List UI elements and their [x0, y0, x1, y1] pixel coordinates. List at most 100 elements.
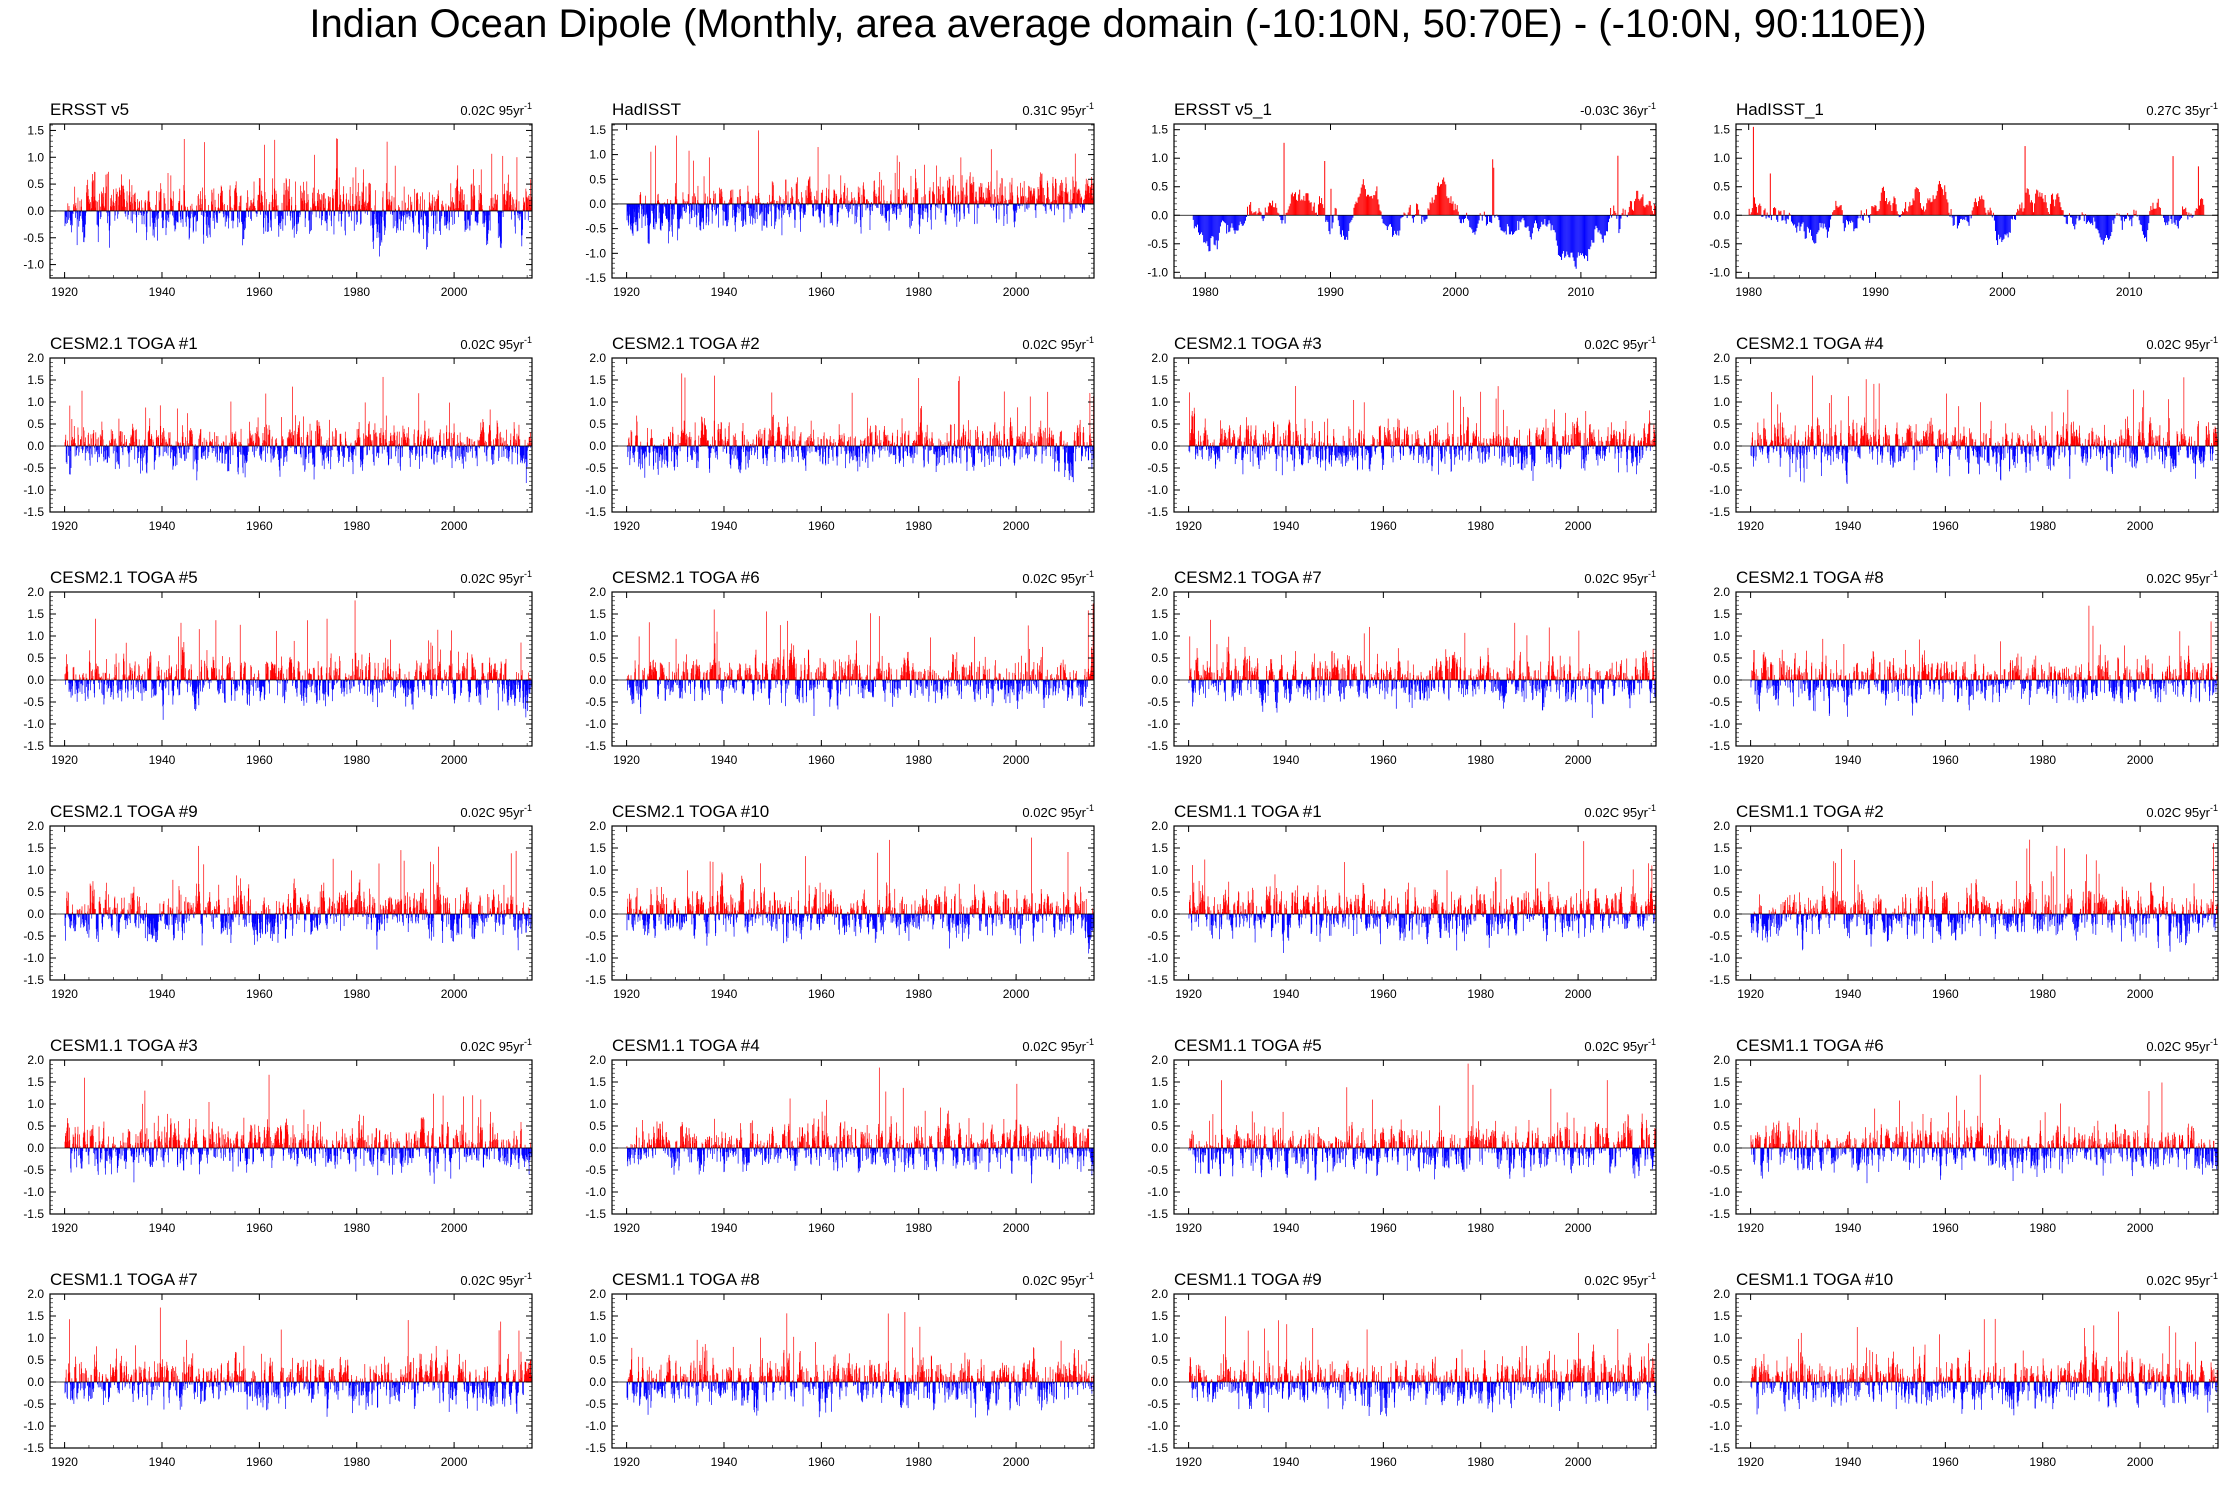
data-bar: [505, 204, 506, 211]
data-bar: [168, 210, 170, 223]
data-bar: [378, 446, 380, 454]
data-bar: [383, 432, 384, 446]
data-bar: [962, 197, 963, 204]
data-bar: [646, 446, 648, 447]
data-bar: [1010, 199, 1012, 204]
data-bar: [111, 439, 112, 446]
data-bar: [77, 197, 79, 211]
data-bar: [187, 209, 189, 211]
data-bar: [162, 438, 164, 446]
data-bar: [372, 446, 374, 455]
data-bar: [1068, 201, 1070, 204]
data-bar: [354, 204, 356, 211]
data-bar: [392, 440, 394, 446]
data-bar: [1087, 186, 1089, 204]
data-bar: [778, 203, 780, 210]
data-bar: [249, 430, 251, 446]
data-bar: [323, 192, 325, 211]
data-bar: [112, 446, 114, 454]
data-bar: [390, 432, 392, 446]
data-bar: [654, 203, 655, 219]
data-bar: [1027, 200, 1028, 204]
data-bar: [805, 190, 807, 204]
data-bar: [710, 198, 711, 204]
data-bar: [982, 201, 983, 204]
data-bar: [468, 444, 469, 446]
data-bar: [417, 429, 419, 446]
data-bar: [405, 210, 407, 218]
data-bar: [752, 203, 754, 213]
data-bar: [1010, 200, 1012, 204]
data-bar: [1808, 215, 1810, 233]
data-bar: [890, 190, 892, 204]
data-bar: [1005, 203, 1007, 205]
data-bar: [793, 203, 795, 211]
data-bar: [1619, 215, 1621, 230]
data-bar: [975, 191, 977, 204]
data-bar: [862, 185, 864, 204]
data-bar: [306, 202, 308, 211]
data-bar: [642, 203, 643, 210]
data-bar: [404, 210, 405, 216]
data-bar: [465, 210, 467, 230]
data-bar: [280, 210, 282, 222]
data-bar: [1633, 210, 1635, 216]
data-bar: [1825, 215, 1827, 230]
data-bar: [701, 203, 703, 223]
data-bar: [142, 210, 144, 216]
data-bar: [2075, 215, 2077, 225]
data-bar: [1055, 183, 1057, 204]
chart-panel: CESM2.1 TOGA #2 0.02C 95yr-1 2.0 1.5 1.0 0.5 0…: [562, 314, 1121, 548]
data-bar: [119, 435, 121, 446]
data-bar: [75, 202, 77, 211]
data-bar: [141, 446, 143, 462]
data-bar: [351, 446, 353, 460]
data-bar: [1059, 195, 1060, 204]
data-bar: [182, 210, 183, 220]
data-bar: [1880, 192, 1882, 216]
data-bar: [637, 435, 638, 446]
data-bar: [335, 189, 336, 211]
data-bar: [1258, 208, 1260, 216]
data-bar: [514, 210, 516, 234]
data-bar: [230, 196, 231, 211]
data-bar: [1019, 203, 1021, 209]
data-bar: [102, 439, 104, 446]
data-bar: [1536, 215, 1537, 224]
data-bar: [1412, 215, 1414, 223]
data-bar: [160, 188, 162, 211]
data-bar: [2021, 202, 2023, 216]
data-bar: [2002, 215, 2004, 241]
data-bar: [218, 446, 220, 449]
data-bar: [101, 446, 102, 454]
data-bar: [89, 203, 91, 211]
data-bar: [259, 185, 261, 211]
data-bar: [269, 429, 271, 446]
data-bar: [212, 210, 214, 221]
data-bar: [1951, 215, 1953, 218]
data-bar: [195, 446, 196, 460]
data-bar: [1085, 184, 1087, 204]
data-bar: [753, 203, 755, 211]
y-tick-label: 0.0: [27, 204, 44, 218]
data-bar: [407, 207, 408, 211]
data-bar: [743, 203, 745, 221]
data-bar: [144, 439, 145, 446]
data-bar: [638, 203, 640, 213]
data-bar: [422, 192, 423, 211]
data-bar: [176, 210, 178, 223]
data-bar: [943, 190, 945, 204]
data-bar: [447, 438, 448, 446]
data-bar: [506, 201, 507, 211]
data-bar: [211, 192, 213, 211]
data-bar: [452, 202, 454, 211]
data-bar: [944, 203, 946, 222]
data-bar: [353, 210, 355, 231]
data-bar: [914, 203, 915, 204]
data-bar: [278, 446, 280, 467]
data-bar: [191, 203, 193, 211]
data-bar: [643, 446, 644, 454]
data-bar: [234, 190, 235, 211]
data-bar: [321, 446, 323, 466]
